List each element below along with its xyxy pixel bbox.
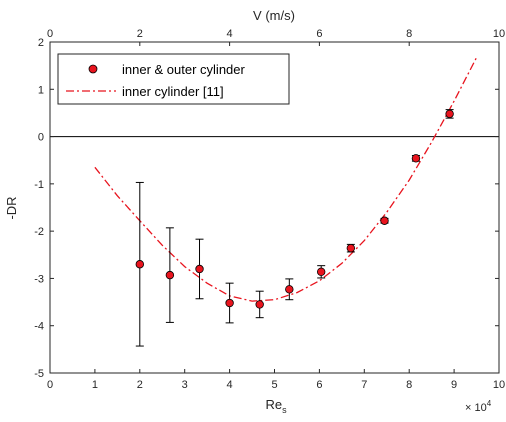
x-axis-label: Res [265,397,287,415]
y-tick-label: 2 [38,37,44,49]
data-point [255,300,264,309]
data-point [380,216,389,225]
data-point [445,109,454,119]
y-tick-label: -5 [34,368,44,380]
data-point [346,243,356,253]
x-axis-multiplier: × 104 [465,399,492,414]
x-axis-multiplier-exponent: 4 [487,399,492,408]
top-x-tick-label: 10 [493,28,505,40]
data-point [195,264,204,274]
legend-label-inner-cylinder: inner cylinder [11] [122,84,224,99]
x-axis-multiplier-base: × 10 [465,402,487,414]
y-tick-label: -4 [34,321,44,333]
x-tick-label: 10 [493,379,505,391]
legend: inner & outer cylinder inner cylinder [1… [57,53,290,105]
x-tick-label: 4 [227,379,233,391]
x-axis-label-subscript: s [282,405,287,415]
data-point [411,154,421,163]
legend-box [57,53,290,105]
y-tick-label: 0 [38,132,44,144]
y-tick-label: -3 [34,273,44,285]
x-tick-label: 2 [137,379,143,391]
y-tick-label: -2 [34,226,44,238]
y-tick-label: -1 [34,179,44,191]
top-x-tick-label: 0 [47,28,53,40]
x-tick-label: 7 [361,379,367,391]
y-tick-label: 1 [38,84,44,96]
series-line-inner-cylinder [94,57,478,302]
x-tick-label: 5 [271,379,277,391]
top-x-axis-label: V (m/s) [253,8,295,23]
data-point [165,270,175,280]
data-point [316,267,326,277]
data-point [225,298,234,308]
x-axis-label-main: Re [265,397,282,412]
data-point [285,285,294,294]
y-axis-label: -DR [4,196,19,219]
x-tick-label: 8 [406,379,412,391]
data-point [135,260,144,269]
x-tick-label: 0 [47,379,53,391]
legend-label-inner-outer: inner & outer cylinder [122,62,246,77]
x-tick-label: 6 [316,379,322,391]
x-tick-label: 3 [182,379,188,391]
top-x-tick-label: 4 [227,28,233,40]
top-x-tick-label: 2 [137,28,143,40]
x-tick-label: 9 [451,379,457,391]
top-x-tick-label: 8 [406,28,412,40]
x-tick-label: 1 [92,379,98,391]
top-x-tick-label: 6 [316,28,322,40]
legend-marker-inner-outer [88,64,98,74]
